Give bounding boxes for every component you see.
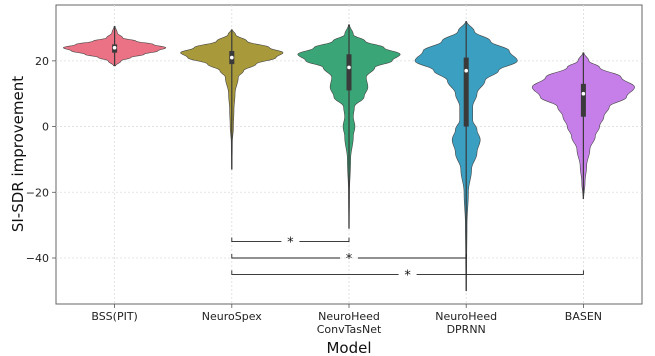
x-axis-ticks: BSS(PIT) NeuroSpex NeuroHeed ConvTasNet Neur… [91,304,602,336]
x-axis-label: Model [326,339,371,356]
y-axis-ticks: −40 −20 0 20 [26,55,56,265]
x-tick-label: BASEN [565,310,602,323]
median-dot [112,45,117,50]
x-tick-label: BSS(PIT) [91,310,138,323]
significance-bracket [231,270,584,275]
significance-bracket [231,254,467,259]
x-tick-label: NeuroSpex [202,310,263,323]
iqr-box [346,54,352,91]
significance-bracket [231,237,350,243]
iqr-box [463,57,469,127]
median-dot [230,55,234,60]
x-tick-label: NeuroHeed DPRNN [435,310,497,336]
median-dot [347,65,351,70]
y-tick-label: −20 [26,186,49,199]
median-dot [581,91,586,96]
median-dot [464,68,469,73]
y-axis-label: SI-SDR improvement [9,76,27,232]
x-tick-label: NeuroHeed ConvTasNet [317,310,382,336]
significance-marker: * [287,236,294,251]
y-tick-label: −40 [26,252,49,265]
y-tick-label: 20 [35,55,49,68]
significance-brackets: * * * [231,236,584,283]
significance-marker: * [404,268,411,283]
significance-marker: * [346,252,353,267]
y-tick-label: 0 [42,121,49,134]
violins [62,21,635,292]
iqr-box [580,83,586,117]
